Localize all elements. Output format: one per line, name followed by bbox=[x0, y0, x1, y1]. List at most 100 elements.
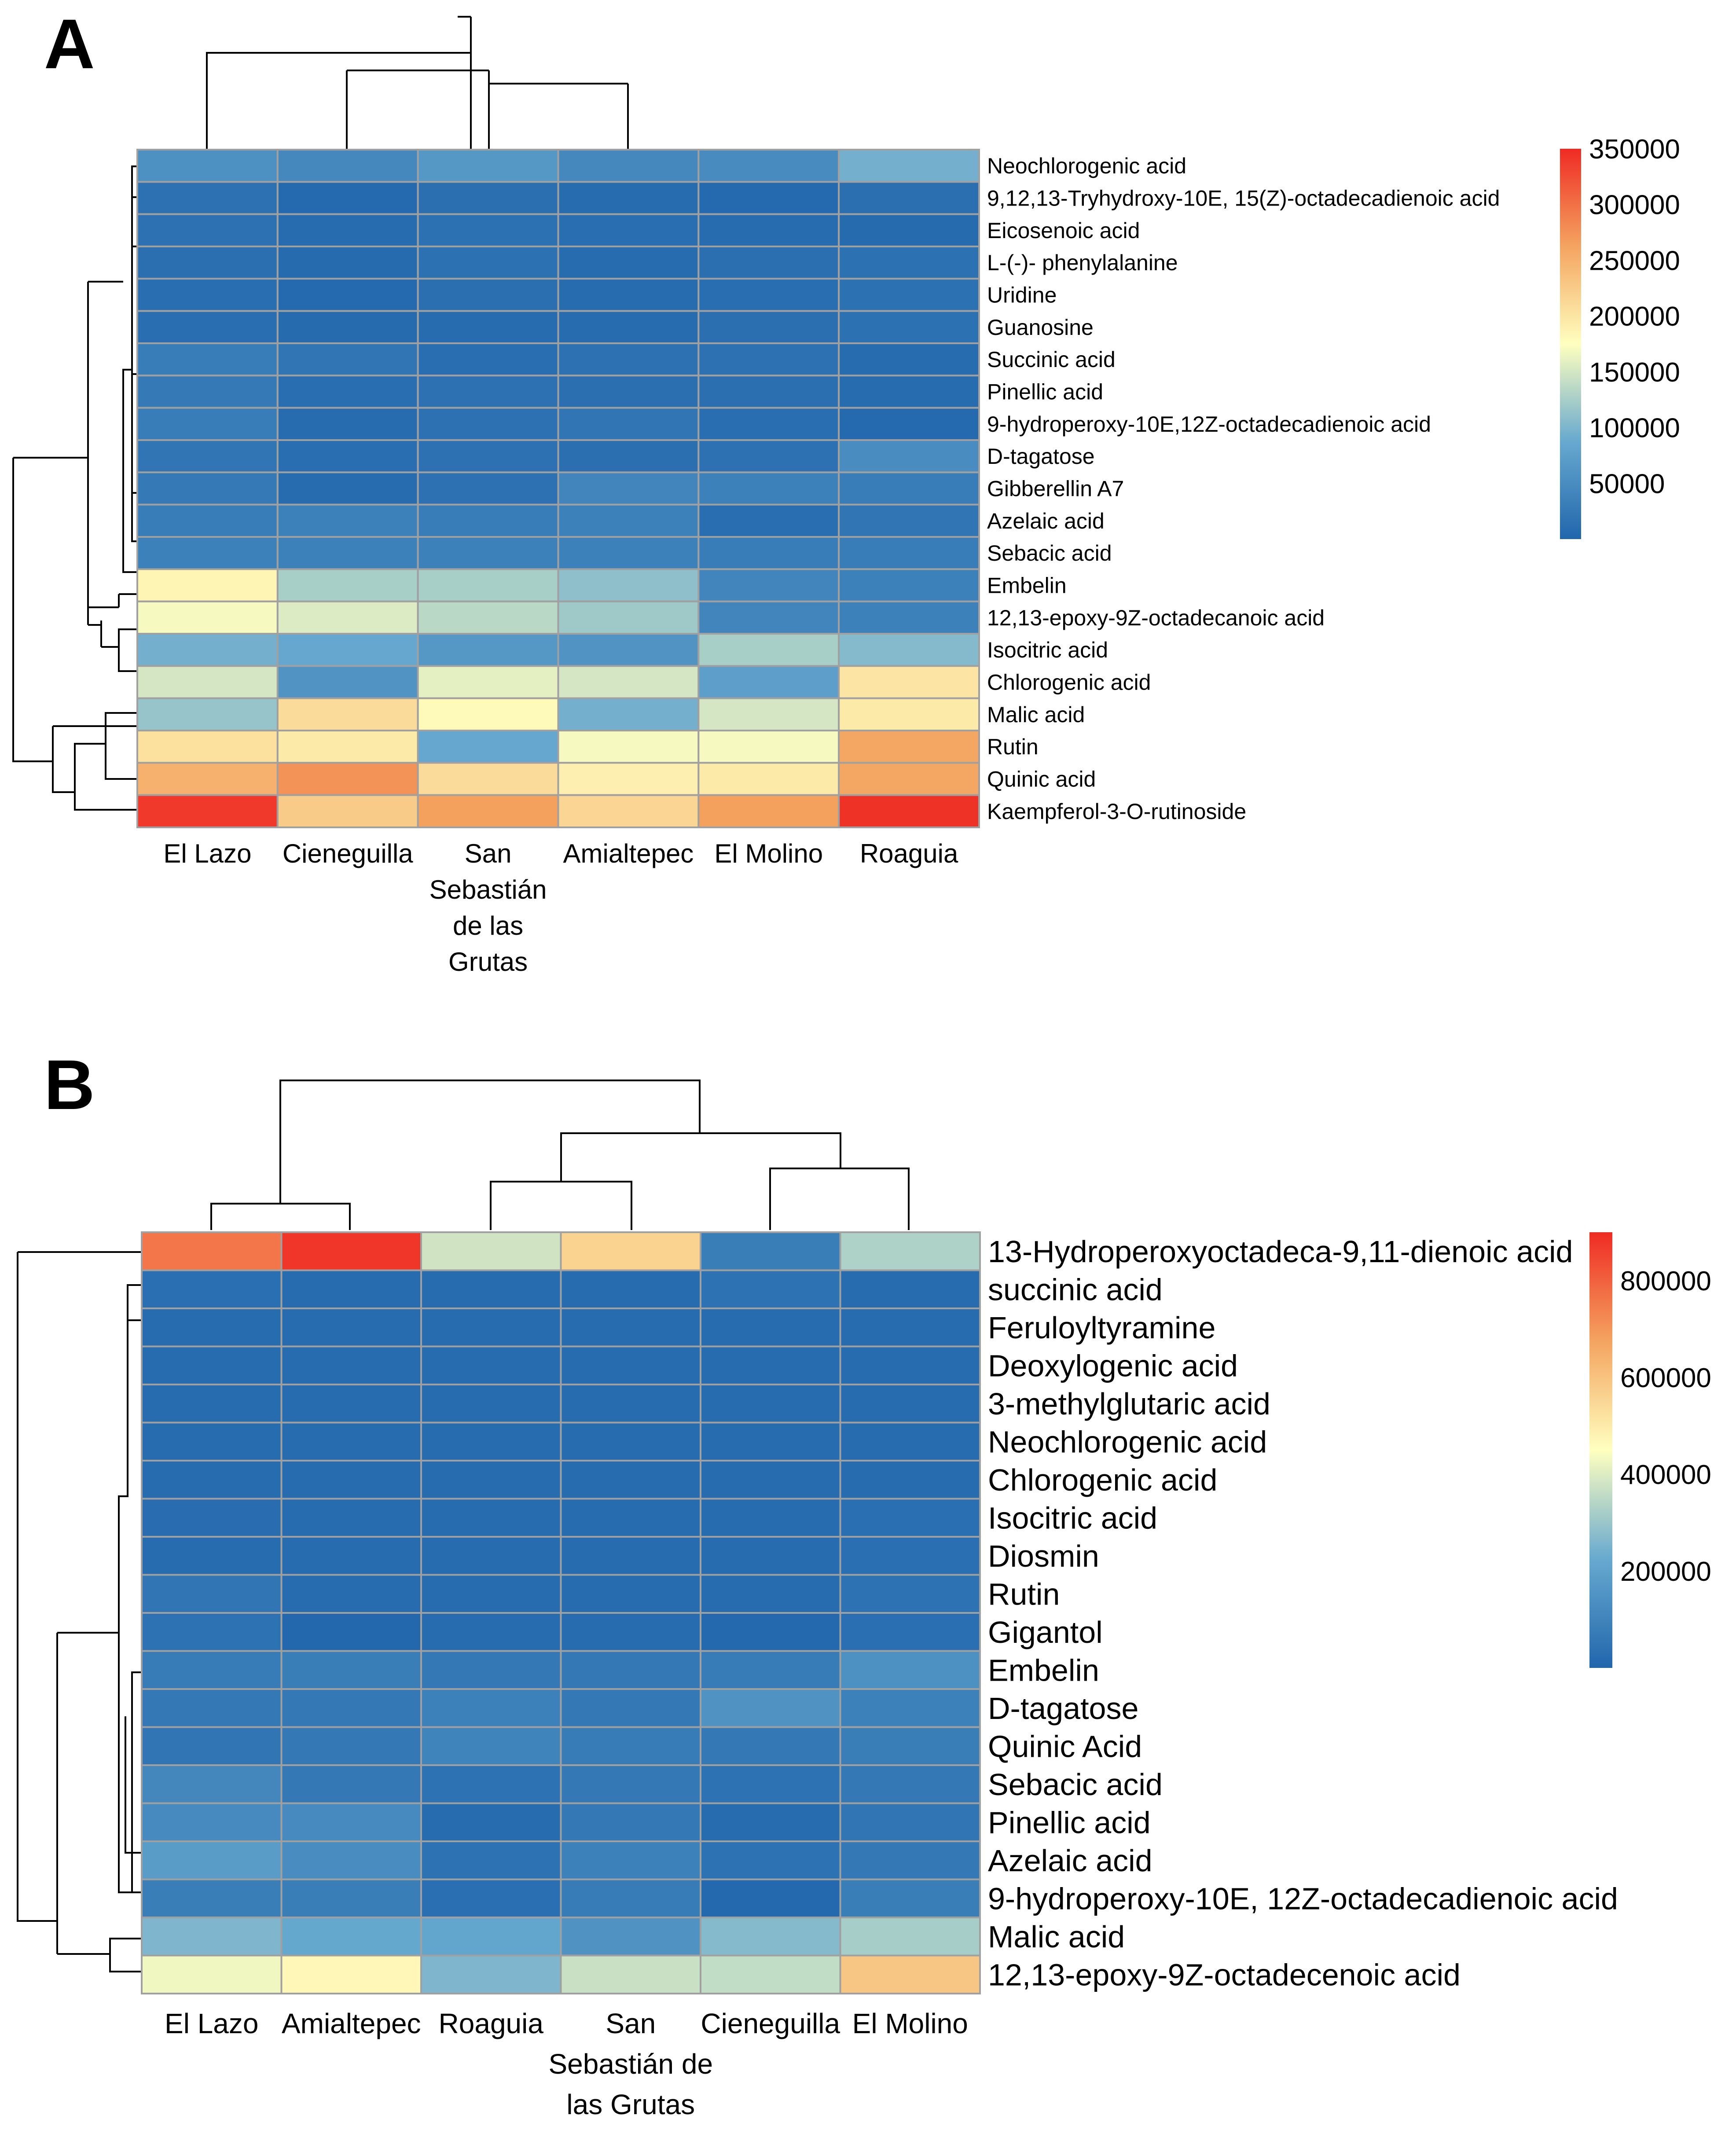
row-label: 9-hydroperoxy-10E,12Z-octadecadienoic ac… bbox=[987, 412, 1431, 437]
row-label: Neochlorogenic acid bbox=[988, 1425, 1267, 1459]
legend-tick-label: 800000 bbox=[1620, 1266, 1711, 1296]
heatmap-cell bbox=[838, 697, 980, 731]
heatmap-cell bbox=[141, 1574, 283, 1614]
heatmap-cell bbox=[697, 665, 840, 699]
heatmap-cell bbox=[557, 568, 700, 602]
heatmap-cell bbox=[417, 536, 559, 570]
column-label: El Molino bbox=[714, 839, 823, 868]
heatmap-cell bbox=[420, 1345, 562, 1385]
heatmap-cell bbox=[417, 568, 559, 602]
heatmap-cell bbox=[557, 730, 700, 764]
heatmap-cell bbox=[276, 213, 419, 247]
row-label: Chlorogenic acid bbox=[987, 670, 1151, 695]
heatmap-cell bbox=[560, 1840, 701, 1880]
heatmap-cell bbox=[557, 439, 700, 474]
row-label: Azelaic acid bbox=[987, 509, 1105, 533]
heatmap-cell bbox=[420, 1878, 562, 1918]
heatmap-cell bbox=[560, 1345, 701, 1385]
heatmap-cell bbox=[560, 1612, 701, 1652]
heatmap-cell bbox=[141, 1536, 283, 1576]
heatmap-cell bbox=[420, 1269, 562, 1309]
legend-tick-label: 50000 bbox=[1589, 469, 1665, 499]
heatmap-cell bbox=[838, 149, 980, 183]
heatmap-cell bbox=[839, 1878, 981, 1918]
column-label: El Lazo bbox=[165, 2008, 258, 2039]
heatmap-cell bbox=[839, 1269, 981, 1309]
heatmap-cell bbox=[136, 600, 279, 635]
row-label: Sebacic acid bbox=[987, 541, 1112, 566]
row-label: succinic acid bbox=[988, 1272, 1163, 1307]
heatmap-cell bbox=[420, 1650, 562, 1690]
heatmap-cell bbox=[700, 1307, 841, 1348]
heatmap-cell bbox=[700, 1536, 841, 1576]
row-label: D-tagatose bbox=[987, 444, 1095, 469]
heatmap-cell bbox=[136, 181, 279, 215]
heatmap-cell bbox=[420, 1802, 562, 1842]
heatmap-cell bbox=[557, 213, 700, 247]
heatmap-cell bbox=[417, 730, 559, 764]
panel-b-row-dendrogram bbox=[17, 1251, 141, 1972]
row-label: Kaempferol-3-O-rutinoside bbox=[987, 799, 1246, 824]
heatmap-cell bbox=[136, 794, 279, 828]
heatmap-cell bbox=[560, 1421, 701, 1462]
heatmap-cell bbox=[560, 1384, 701, 1424]
column-label: Cieneguilla bbox=[701, 2008, 840, 2039]
heatmap-cell bbox=[557, 407, 700, 441]
heatmap-cell bbox=[417, 407, 559, 441]
heatmap-cell bbox=[700, 1840, 841, 1880]
panel-a-column-labels: El Lazo Cieneguilla San Sebastián de las Grut… bbox=[163, 839, 958, 977]
heatmap-cell bbox=[697, 181, 840, 215]
heatmap-cell bbox=[839, 1917, 981, 1957]
panel-b-row-labels: 13-Hydroperoxyoctadeca-9,11-dienoic acid… bbox=[988, 1234, 1618, 1992]
row-label: Quinic Acid bbox=[988, 1729, 1142, 1763]
heatmap-cell bbox=[276, 375, 419, 409]
heatmap-cell bbox=[697, 149, 840, 183]
heatmap-cell bbox=[417, 697, 559, 731]
heatmap-cell bbox=[697, 762, 840, 796]
heatmap-cell bbox=[276, 181, 419, 215]
legend-tick-label: 200000 bbox=[1620, 1557, 1711, 1587]
row-label: L-(-)- phenylalanine bbox=[987, 250, 1178, 275]
legend-tick-label: 400000 bbox=[1620, 1460, 1711, 1490]
heatmap-cell bbox=[141, 1840, 283, 1880]
heatmap-cell bbox=[276, 600, 419, 635]
panel-a-heatmap-cells bbox=[136, 149, 980, 828]
heatmap-cell bbox=[280, 1802, 422, 1842]
heatmap-cell bbox=[136, 665, 279, 699]
heatmap-cell bbox=[557, 310, 700, 345]
row-label: 13-Hydroperoxyoctadeca-9,11-dienoic acid bbox=[988, 1234, 1573, 1269]
heatmap-cell bbox=[560, 1764, 701, 1804]
heatmap-cell bbox=[136, 439, 279, 474]
heatmap-cell bbox=[280, 1764, 422, 1804]
row-label: Embelin bbox=[987, 573, 1067, 598]
row-label: D-tagatose bbox=[988, 1691, 1138, 1726]
heatmap-cell bbox=[141, 1269, 283, 1309]
heatmap-cell bbox=[839, 1231, 981, 1271]
heatmap-cell bbox=[280, 1878, 422, 1918]
heatmap-cell bbox=[697, 213, 840, 247]
panel-b-color-legend: 800000 600000 400000 200000 bbox=[1589, 1232, 1711, 1668]
heatmap-cell bbox=[141, 1650, 283, 1690]
heatmap-cell bbox=[557, 181, 700, 215]
heatmap-cell bbox=[839, 1688, 981, 1728]
heatmap-cell bbox=[838, 246, 980, 280]
heatmap-cell bbox=[276, 794, 419, 828]
heatmap-cell bbox=[420, 1384, 562, 1424]
row-label: 9,12,13-Tryhydroxy-10E, 15(Z)-octadecadi… bbox=[987, 186, 1500, 211]
heatmap-cell bbox=[417, 310, 559, 345]
heatmap-cell bbox=[557, 762, 700, 796]
heatmap-cell bbox=[838, 278, 980, 312]
heatmap-cell bbox=[141, 1764, 283, 1804]
row-label: Azelaic acid bbox=[988, 1844, 1152, 1878]
heatmap-cell bbox=[420, 1231, 562, 1271]
heatmap-cell bbox=[136, 375, 279, 409]
column-label: las Grutas bbox=[566, 2089, 695, 2120]
row-label: Sebacic acid bbox=[988, 1767, 1163, 1802]
heatmap-cell bbox=[280, 1384, 422, 1424]
row-label: Rutin bbox=[988, 1577, 1060, 1611]
heatmap-cell bbox=[557, 149, 700, 183]
heatmap-cell bbox=[141, 1688, 283, 1728]
heatmap-cell bbox=[839, 1726, 981, 1766]
heatmap-cell bbox=[700, 1574, 841, 1614]
heatmap-cell bbox=[839, 1612, 981, 1652]
